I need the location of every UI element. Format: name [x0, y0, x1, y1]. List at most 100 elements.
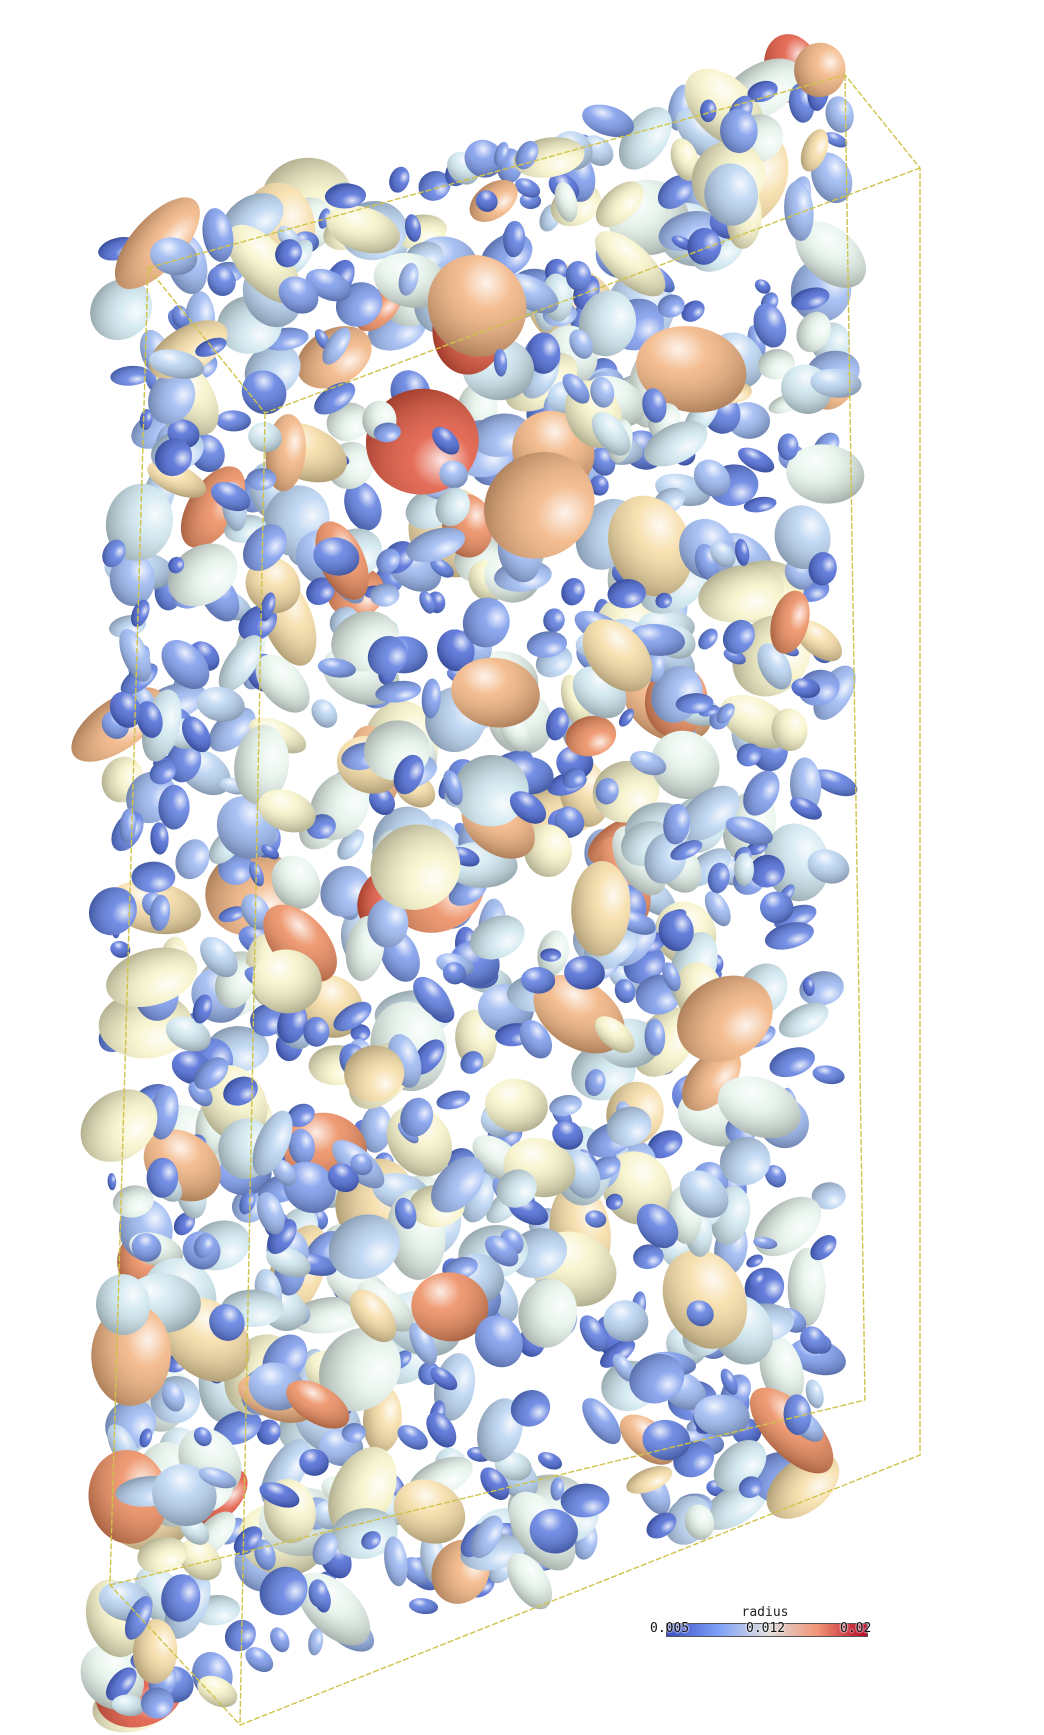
ellipsoid-particle — [578, 290, 637, 357]
ellipsoid-particle — [537, 1452, 563, 1470]
ellipsoid-particle — [131, 599, 150, 627]
ellipsoid-particle — [110, 365, 152, 386]
ellipsoid-particle — [150, 237, 198, 276]
ellipsoid-particle — [308, 1579, 329, 1608]
ellipsoid-particle — [550, 1477, 565, 1501]
ellipsoid-particle — [824, 132, 848, 148]
ellipsoid-particle — [662, 962, 681, 992]
ellipsoid-particle — [626, 1466, 673, 1494]
ellipsoid-particle — [778, 1002, 829, 1038]
ellipsoid-particle — [110, 940, 131, 958]
ellipsoid-particle — [367, 635, 408, 677]
ellipsoid-particle — [288, 1128, 315, 1165]
ellipsoid-particle — [350, 1024, 371, 1042]
ellipsoid-particle — [736, 743, 762, 767]
ellipsoid-particle — [317, 658, 356, 678]
ellipsoid-particle — [677, 975, 773, 1062]
ellipsoid-particle — [800, 1326, 827, 1354]
ellipsoid-particle — [430, 558, 454, 578]
ellipsoid-particle — [811, 1182, 846, 1210]
ellipsoid-particle — [594, 1016, 635, 1053]
ellipsoid-particle — [132, 1619, 178, 1684]
ellipsoid-particle — [642, 388, 667, 423]
ellipsoid-particle — [662, 1249, 748, 1349]
ellipsoid-particle — [720, 108, 758, 154]
ellipsoid-particle — [571, 861, 631, 957]
ellipsoid-particle — [757, 643, 792, 690]
ellipsoid-particle — [146, 1157, 179, 1198]
ellipsoid-particle — [591, 412, 631, 456]
ellipsoid-particle — [825, 96, 854, 133]
ellipsoid-particle — [704, 163, 758, 226]
ellipsoid-particle — [746, 1254, 764, 1268]
ellipsoid-particle — [764, 922, 814, 950]
ellipsoid-particle — [462, 597, 510, 648]
ellipsoid-particle — [193, 1233, 214, 1259]
ellipsoid-particle — [112, 1185, 154, 1218]
ellipsoid-particle — [590, 376, 615, 408]
ellipsoid-particle — [260, 592, 276, 622]
ellipsoid-particle — [608, 495, 693, 597]
ellipsoid-particle — [582, 104, 635, 138]
ellipsoid-particle — [698, 564, 784, 623]
ellipsoid-particle — [747, 1269, 764, 1289]
ellipsoid-particle — [327, 1163, 359, 1193]
ellipsoid-particle — [111, 1694, 146, 1717]
ellipsoid-particle — [693, 459, 731, 497]
ellipsoid-particle — [774, 505, 831, 570]
ellipsoid-particle — [192, 994, 213, 1024]
ellipsoid-particle — [614, 978, 636, 1004]
colorbar-title: radius — [741, 1605, 789, 1620]
ellipsoid-particle — [810, 1235, 837, 1261]
ellipsoid-particle — [278, 276, 319, 314]
ellipsoid-particle — [543, 608, 565, 633]
ellipsoid-particle — [552, 1120, 584, 1150]
ellipsoid-particle — [790, 797, 822, 820]
ellipsoid-particle — [140, 1687, 174, 1719]
ellipsoid-particle — [106, 947, 198, 1008]
ellipsoid-particle — [252, 1110, 293, 1176]
ellipsoid-particle — [256, 1192, 285, 1235]
ellipsoid-particle — [644, 1018, 666, 1056]
ellipsoid-particle — [612, 1354, 636, 1382]
ellipsoid-particle — [286, 1380, 350, 1429]
ellipsoid-particle — [124, 1596, 153, 1640]
ellipsoid-particle — [218, 906, 246, 923]
ellipsoid-particle — [318, 1327, 401, 1412]
ellipsoid-particle — [370, 824, 461, 910]
ellipsoid-particle — [496, 1169, 537, 1208]
ellipsoid-particle — [759, 1335, 805, 1406]
ellipsoid-particle — [771, 708, 808, 752]
ellipsoid-particle — [582, 619, 653, 692]
ellipsoid-particle — [287, 1103, 315, 1128]
ellipsoid-particle — [350, 1153, 373, 1176]
ellipsoid-particle — [255, 654, 310, 713]
ellipsoid-particle — [328, 1214, 400, 1280]
ellipsoid-particle — [312, 1532, 338, 1566]
ellipsoid-particle — [794, 42, 846, 98]
ellipsoid-particle — [485, 1235, 519, 1267]
ellipsoid-particle — [173, 1212, 196, 1236]
ellipsoid-particle — [633, 1244, 664, 1270]
ellipsoid-particle — [413, 976, 452, 1019]
ellipsoid-particle — [277, 1003, 308, 1044]
ellipsoid-particle — [716, 703, 735, 724]
ellipsoid-particle — [314, 382, 356, 415]
ellipsoid-particle — [453, 754, 529, 827]
ellipsoid-particle — [290, 1296, 366, 1334]
ellipsoid-particle — [398, 262, 419, 296]
ellipsoid-particle — [526, 332, 561, 374]
ellipsoid-particle — [409, 1322, 438, 1365]
ellipsoid-particle — [200, 936, 238, 978]
ellipsoid-particle — [442, 962, 467, 985]
ellipsoid-particle — [198, 1467, 237, 1489]
ellipsoid-particle — [308, 1628, 324, 1656]
ellipsoid-particle — [384, 1536, 408, 1587]
ellipsoid-particle — [698, 628, 718, 650]
ellipsoid-particle — [743, 496, 777, 513]
ellipsoid-particle — [585, 1210, 607, 1228]
ellipsoid-particle — [341, 1423, 366, 1443]
ellipsoid-particle — [684, 1504, 715, 1540]
ellipsoid-particle — [270, 1627, 290, 1653]
colorbar-mid-label: 0.012 — [746, 1621, 786, 1636]
